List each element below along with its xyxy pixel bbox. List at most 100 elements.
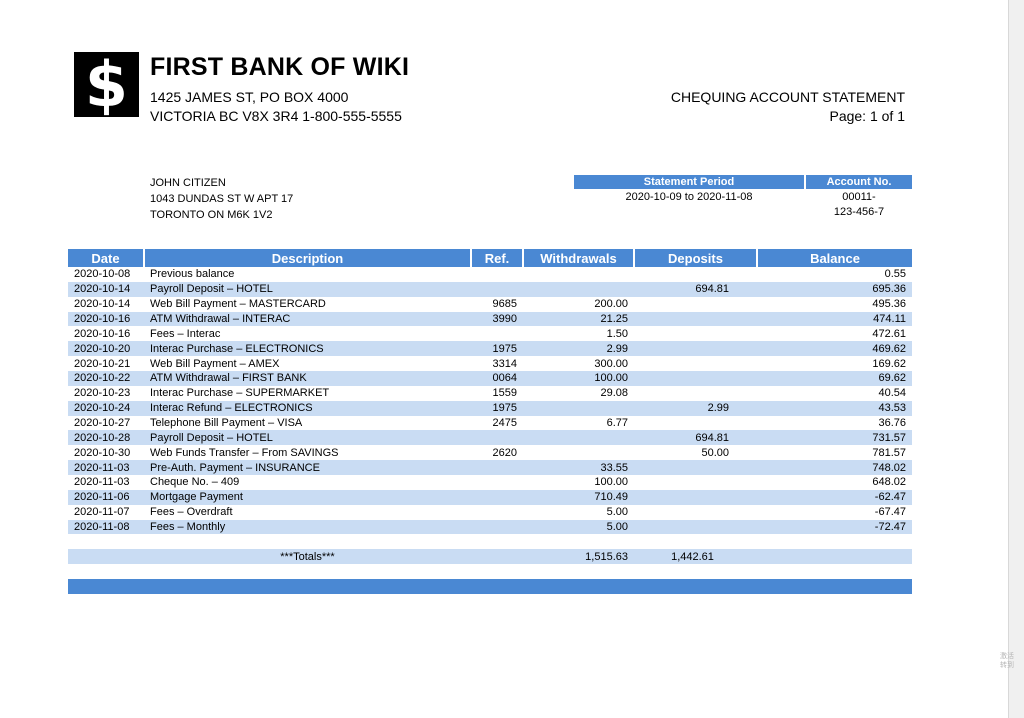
row-balance: -67.47 <box>874 506 906 519</box>
row-description: Fees – Interac <box>150 327 221 340</box>
account-number-header: Account No. <box>826 176 892 188</box>
statement-period-value: 2020-10-09 to 2020-11-08 <box>625 191 753 203</box>
corner-watermark-line2: 转到 <box>1000 662 1014 669</box>
row-date: 2020-10-21 <box>74 357 131 370</box>
table-row: 2020-10-23 Interac Purchase – SUPERMARKET… <box>68 386 912 401</box>
row-deposit <box>634 475 757 490</box>
row-balance: 474.11 <box>757 311 912 327</box>
row-ref <box>471 430 523 446</box>
row-withdrawal <box>523 400 634 416</box>
row-deposit <box>634 489 757 505</box>
summary-header: Statement Period Account No. <box>574 175 912 189</box>
totals-deposits: 1,442.61 <box>634 549 757 565</box>
row-date: 2020-11-06 <box>68 489 144 505</box>
row-date: 2020-11-07 <box>74 506 130 519</box>
table-row: 2020-10-20 Interac Purchase – ELECTRONICS… <box>68 341 912 357</box>
row-description: Fees – Monthly <box>144 519 471 535</box>
row-description: Pre-Auth. Payment – INSURANCE <box>144 460 471 476</box>
table-row: 2020-11-03 Pre-Auth. Payment – INSURANCE 3… <box>68 460 912 476</box>
row-deposit <box>634 460 757 476</box>
row-date: 2020-10-14 <box>74 298 131 311</box>
row-ref: 2475 <box>492 417 517 430</box>
row-deposit <box>634 356 757 371</box>
row-ref <box>471 281 523 297</box>
table-row: 2020-10-21 Web Bill Payment – AMEX 3314 300… <box>68 356 912 371</box>
row-deposit: 694.81 <box>634 430 757 446</box>
row-date: 2020-10-16 <box>68 311 144 327</box>
table-row: 2020-10-24 Interac Refund – ELECTRONICS 19… <box>68 400 912 416</box>
totals-row: ***Totals*** 1,515.63 1,442.61 <box>68 549 912 565</box>
row-date: 2020-10-08 <box>74 268 131 281</box>
row-balance: 731.57 <box>757 430 912 446</box>
table-row: 2020-10-16 Fees – Interac 1.50 472.61 <box>68 326 912 341</box>
row-deposit <box>634 371 757 386</box>
row-description: Fees – Overdraft <box>150 506 233 519</box>
row-ref: 1975 <box>471 341 523 357</box>
column-header-deposits: Deposits <box>633 249 757 267</box>
row-balance: 648.02 <box>872 476 906 489</box>
row-balance: 781.57 <box>872 446 906 459</box>
row-ref <box>471 267 523 282</box>
row-date: 2020-10-30 <box>74 446 131 459</box>
table-row: 2020-11-06 Mortgage Payment 710.49 -62.47 <box>68 489 912 505</box>
column-header-description: Description <box>143 249 471 267</box>
account-number-line2: 123-456-7 <box>833 206 885 218</box>
row-balance: 169.62 <box>872 357 906 370</box>
row-withdrawal <box>523 267 634 282</box>
account-number-line1: 00011- <box>842 191 876 203</box>
row-date: 2020-10-22 <box>68 371 144 386</box>
transactions-table: Date Description Ref. Withdrawals Deposi… <box>68 249 912 595</box>
row-withdrawal: 100.00 <box>594 476 628 489</box>
table-row: 2020-10-14 Payroll Deposit – HOTEL 694.81 6… <box>68 281 912 297</box>
row-ref: 0064 <box>471 371 523 386</box>
row-description: Mortgage Payment <box>144 489 471 505</box>
row-balance: 69.62 <box>757 371 912 386</box>
bank-name: FIRST BANK OF WIKI <box>150 53 410 81</box>
row-balance: 40.54 <box>878 387 906 400</box>
row-description: Web Bill Payment – AMEX <box>150 357 280 370</box>
row-withdrawal <box>523 430 634 446</box>
column-header-date: Date <box>68 249 144 267</box>
statement-title: CHEQUING ACCOUNT STATEMENT <box>670 89 905 105</box>
row-balance: 43.53 <box>757 400 912 416</box>
row-deposit <box>634 386 757 401</box>
row-balance: 748.02 <box>757 460 912 476</box>
table-row: 2020-10-27 Telephone Bill Payment – VISA 2… <box>68 416 912 431</box>
row-withdrawal: 200.00 <box>594 298 628 311</box>
row-date: 2020-10-28 <box>68 430 144 446</box>
spacer-row <box>68 534 912 550</box>
row-ref: 1975 <box>471 400 523 416</box>
table-footer-bar <box>68 579 912 595</box>
row-ref: 9685 <box>492 298 517 311</box>
dollar-icon: $ <box>84 47 129 121</box>
totals-withdrawals: 1,515.63 <box>523 549 634 565</box>
row-withdrawal: 5.00 <box>606 506 628 519</box>
customer-address-line1: 1043 DUNDAS ST W APT 17 <box>150 193 294 205</box>
row-description: Interac Purchase – SUPERMARKET <box>150 387 330 400</box>
row-description: Cheque No. – 409 <box>150 476 240 489</box>
row-description: Web Funds Transfer – From SAVINGS <box>150 446 339 459</box>
row-deposit <box>634 416 757 431</box>
window-edge <box>1008 0 1024 718</box>
row-ref <box>471 505 523 520</box>
row-withdrawal: 1.50 <box>606 327 628 340</box>
totals-label: ***Totals*** <box>144 549 471 565</box>
row-deposit <box>634 519 757 535</box>
row-description: Interac Refund – ELECTRONICS <box>144 400 471 416</box>
column-header-withdrawals: Withdrawals <box>522 249 634 267</box>
row-description: Payroll Deposit – HOTEL <box>144 281 471 297</box>
row-withdrawal: 29.08 <box>600 387 628 400</box>
transactions-body: 2020-10-08 Previous balance 0.55 2020-10-14… <box>68 267 912 535</box>
row-ref <box>471 475 523 490</box>
row-balance: 469.62 <box>757 341 912 357</box>
row-withdrawal: 710.49 <box>523 489 634 505</box>
row-withdrawal: 33.55 <box>523 460 634 476</box>
row-withdrawal: 21.25 <box>523 311 634 327</box>
row-description: Previous balance <box>150 268 235 281</box>
spacer-row <box>68 564 912 580</box>
table-row: 2020-10-30 Web Funds Transfer – From SAVI… <box>68 445 912 460</box>
row-ref <box>471 460 523 476</box>
row-deposit <box>634 267 757 282</box>
customer-address-line2: TORONTO ON M6K 1V2 <box>150 209 273 221</box>
summary-divider <box>804 175 806 189</box>
